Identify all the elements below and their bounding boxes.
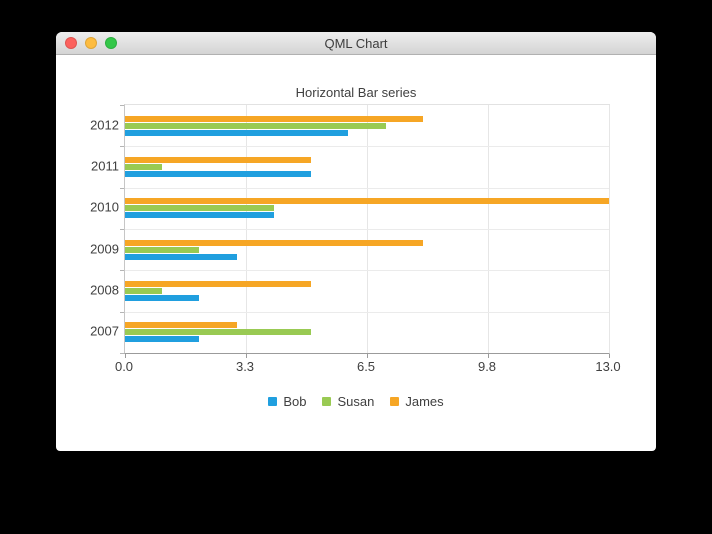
minimize-button[interactable] (85, 37, 97, 49)
y-axis-tick (120, 105, 124, 106)
bar-susan-2009 (125, 246, 200, 253)
legend-item-james: James (390, 393, 444, 409)
bar-bob-2011 (125, 170, 312, 177)
category-row-2012 (125, 105, 609, 146)
legend-label: James (405, 393, 444, 409)
bar-bob-2008 (125, 294, 200, 301)
bar-susan-2007 (125, 329, 312, 336)
legend-swatch-susan (322, 396, 332, 406)
bar-james-2011 (125, 156, 312, 163)
x-axis-label: 3.3 (235, 359, 255, 374)
window-titlebar[interactable]: QML Chart (56, 32, 656, 55)
x-axis-label: 0.0 (114, 359, 134, 374)
gridline-horizontal (125, 187, 609, 189)
legend: Bob Susan James (56, 393, 656, 409)
category-row-2009 (125, 229, 609, 270)
close-button[interactable] (65, 37, 77, 49)
y-axis-label: 2008 (90, 282, 119, 298)
bar-susan-2012 (125, 122, 386, 129)
y-axis-label: 2009 (90, 241, 119, 257)
legend-item-susan: Susan (322, 394, 374, 409)
bar-james-2007 (125, 322, 237, 329)
bar-james-2012 (125, 115, 423, 122)
bar-susan-2008 (125, 287, 163, 294)
legend-label: Susan (337, 393, 375, 409)
category-row-2008 (125, 270, 609, 311)
x-axis-label: 6.5 (356, 359, 376, 374)
bar-james-2010 (125, 198, 609, 205)
bar-bob-2010 (125, 212, 274, 219)
y-axis-tick (120, 187, 124, 189)
window-title: QML Chart (324, 35, 388, 51)
gridline-horizontal (125, 270, 609, 272)
gridline-horizontal (125, 311, 609, 313)
y-axis-label: 2011 (91, 158, 119, 174)
zoom-button[interactable] (105, 37, 117, 49)
category-row-2007 (125, 312, 609, 353)
plot-area (120, 104, 610, 358)
legend-swatch-bob (268, 396, 278, 406)
y-axis-tick (120, 311, 124, 313)
bar-james-2009 (125, 239, 423, 246)
gridline-horizontal (125, 146, 609, 148)
legend-swatch-james (390, 396, 400, 406)
x-axis-labels: 0.0 3.3 6.5 9.8 13.0 (115, 359, 621, 375)
x-axis-tick (246, 354, 247, 358)
y-axis-label: 2010 (90, 199, 119, 215)
x-axis-tick (609, 354, 610, 358)
bar-bob-2007 (125, 336, 200, 343)
bar-bob-2009 (125, 253, 237, 260)
y-axis-tick (120, 353, 124, 354)
bar-susan-2011 (125, 163, 163, 170)
legend-label: Bob (283, 393, 307, 409)
y-axis-label: 2012 (90, 117, 119, 133)
x-axis-tick (488, 354, 489, 358)
x-axis-tick (367, 354, 368, 358)
x-axis-tick (125, 354, 126, 358)
bar-susan-2010 (125, 205, 274, 212)
bar-bob-2012 (125, 129, 349, 136)
x-axis-label: 13.0 (595, 359, 621, 374)
category-row-2010 (125, 188, 609, 229)
chart-title: Horizontal Bar series (295, 85, 417, 100)
bar-james-2008 (125, 280, 312, 287)
traffic-lights (65, 37, 117, 49)
x-axis-label: 9.8 (477, 359, 497, 374)
y-axis-tick (120, 146, 124, 148)
y-axis-label: 2007 (90, 323, 119, 339)
y-axis-tick (120, 270, 124, 272)
app-window: QML Chart Horizontal Bar series 2012 2011… (56, 32, 656, 451)
y-axis-labels: 2012 2011 2010 2009 2008 2007 (56, 104, 119, 352)
gridline-horizontal (125, 229, 609, 230)
category-row-2011 (125, 146, 609, 187)
y-axis-tick (120, 229, 124, 230)
legend-item-bob: Bob (268, 394, 306, 409)
gridline-vertical (609, 105, 610, 353)
